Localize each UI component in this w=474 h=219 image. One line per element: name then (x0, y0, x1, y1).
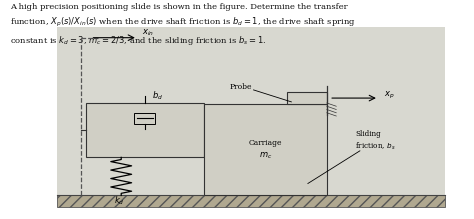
Text: $m_c$: $m_c$ (259, 150, 272, 161)
Text: Carriage: Carriage (248, 140, 282, 147)
Text: $x_{in}$: $x_{in}$ (143, 27, 155, 38)
Text: friction, $b_s$: friction, $b_s$ (355, 141, 396, 152)
Text: $x_p$: $x_p$ (383, 90, 394, 101)
Text: A high precision positioning slide is shown in the figure. Determine the transfe: A high precision positioning slide is sh… (10, 3, 356, 47)
Bar (57, 27, 445, 196)
Bar (204, 104, 327, 195)
Bar (86, 103, 204, 157)
Text: $b_d$: $b_d$ (152, 90, 163, 102)
Text: Probe: Probe (230, 83, 253, 91)
Bar (57, 195, 445, 207)
Bar (287, 92, 327, 104)
Bar (134, 113, 155, 124)
Text: Sliding: Sliding (355, 130, 381, 138)
Text: $k_d$: $k_d$ (114, 194, 124, 207)
